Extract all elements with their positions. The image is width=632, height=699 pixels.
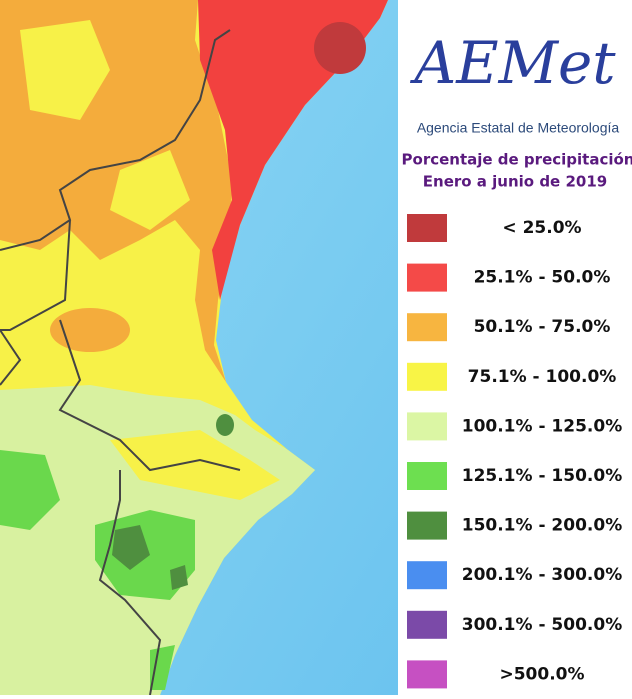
- legend-swatch: [407, 611, 447, 639]
- legend-label: 75.1% - 100.0%: [468, 367, 617, 387]
- legend-swatch: [407, 660, 447, 688]
- legend-label: >500.0%: [499, 664, 584, 684]
- legend-swatch: [407, 214, 447, 242]
- panel-bg: [398, 0, 632, 695]
- legend-swatch: [407, 412, 447, 440]
- legend-label: 200.1% - 300.0%: [462, 565, 623, 585]
- legend-label: 150.1% - 200.0%: [462, 516, 623, 536]
- legend-title: Porcentaje de precipitación: [402, 151, 632, 169]
- logo: AEMet: [409, 29, 616, 97]
- legend-panel: AEMet Agencia Estatal de Meteorología Po…: [398, 0, 632, 695]
- legend-swatch: [407, 363, 447, 391]
- dark-green-patch: [216, 414, 234, 436]
- legend-swatch: [407, 561, 447, 589]
- legend-label: 25.1% - 50.0%: [474, 268, 611, 288]
- legend-swatch: [407, 313, 447, 341]
- legend-label: 300.1% - 500.0%: [462, 615, 623, 635]
- legend-label: 100.1% - 125.0%: [462, 416, 623, 436]
- legend-label: 125.1% - 150.0%: [462, 466, 623, 486]
- map-page: AEMet Agencia Estatal de Meteorología Po…: [0, 0, 632, 695]
- legend-label: 50.1% - 75.0%: [474, 317, 611, 337]
- legend-swatch: [407, 512, 447, 540]
- map: [0, 0, 398, 695]
- legend-swatch: [407, 462, 447, 490]
- agency-name: Agencia Estatal de Meteorología: [417, 120, 620, 136]
- dark-red-patch: [314, 22, 366, 74]
- legend-swatch: [407, 264, 447, 292]
- orange-patch: [50, 308, 130, 352]
- legend-subtitle: Enero a junio de 2019: [423, 173, 607, 191]
- legend-label: < 25.0%: [502, 218, 581, 238]
